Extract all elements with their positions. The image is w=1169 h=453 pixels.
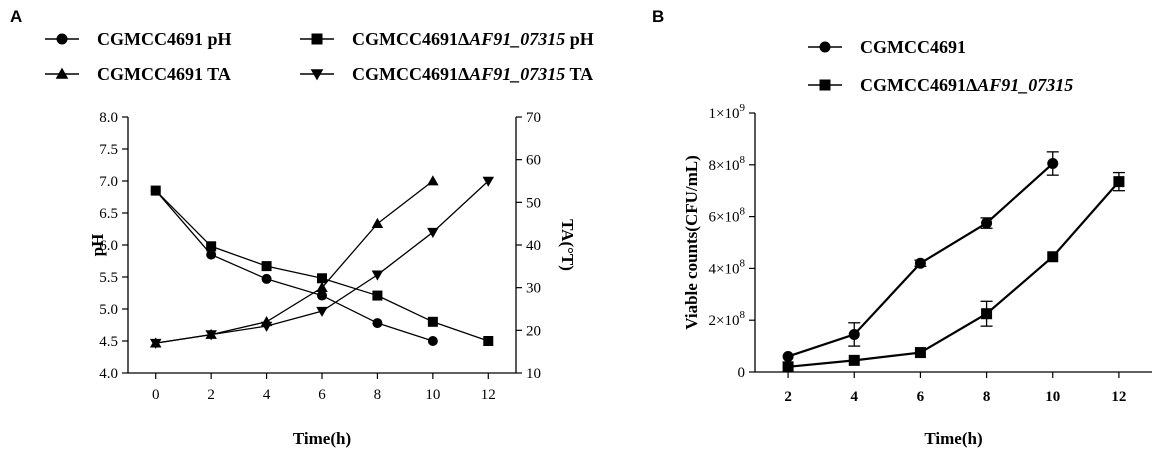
y-tick-label-a: 5.5 (99, 270, 118, 286)
y-tick-label-a: 4.5 (99, 334, 118, 350)
point-b-0 (782, 350, 794, 362)
legend-marker-a-3 (310, 69, 324, 81)
point-a-3 (427, 227, 439, 238)
series-line-a-3 (155, 180, 489, 344)
x-tick-label-b: 8 (983, 389, 991, 405)
point-a-1 (261, 261, 272, 272)
y-tick-label-a: 8.0 (99, 110, 118, 126)
point-b-0 (848, 328, 860, 340)
y2-tick-label-a: 50 (526, 195, 541, 211)
point-a-0 (372, 318, 383, 329)
y-tick-label-a: 7.5 (99, 142, 118, 158)
point-a-1 (206, 241, 217, 252)
legend-marker-a-1 (311, 33, 323, 45)
y-tick-label-a: 6.5 (99, 206, 118, 222)
legend-label-a-1: CGMCC4691ΔAF91_07315 pH (352, 29, 594, 49)
point-a-3 (149, 338, 162, 349)
y2-tick-label-a: 20 (526, 323, 541, 339)
point-a-2 (427, 175, 439, 186)
legend-label-b-1: CGMCC4691ΔAF91_07315 (860, 75, 1073, 95)
x-tick-label-a: 4 (263, 387, 271, 403)
point-a-3 (482, 176, 495, 187)
y-tick-label-b: 4×108 (709, 257, 746, 277)
y-tick-label-a: 4.0 (99, 366, 118, 382)
point-a-1 (427, 316, 438, 327)
legend-label-a-2: CGMCC4691 TA (97, 64, 231, 84)
y-tick-label-a: 5.0 (99, 302, 118, 318)
y2-tick-label-a: 30 (526, 281, 541, 297)
legend-marker-a-2 (55, 67, 69, 79)
point-a-0 (427, 336, 438, 346)
point-a-3 (205, 330, 217, 341)
legend-marker-b-0 (819, 41, 831, 53)
y-tick-label-b: 1×109 (709, 102, 746, 122)
x-tick-label-a: 6 (318, 387, 326, 403)
point-b-1 (1047, 251, 1059, 263)
y-axis-title-a: pH (88, 234, 107, 257)
point-b-1 (914, 347, 926, 359)
point-b-1 (981, 308, 993, 320)
x-tick-label-b: 2 (784, 389, 792, 405)
y2-axis-title-a: TA(°T) (558, 219, 577, 271)
point-b-1 (848, 354, 860, 366)
point-b-1 (782, 361, 794, 373)
x-tick-label-a: 10 (425, 387, 440, 403)
series-line-a-1 (155, 190, 489, 342)
point-a-1 (483, 336, 494, 346)
y-axis-title-b: Viable counts(CFU/mL) (682, 155, 701, 330)
legend-label-a-0: CGMCC4691 pH (97, 29, 232, 49)
x-tick-label-b: 4 (851, 389, 859, 405)
y2-tick-label-a: 40 (526, 238, 541, 254)
x-tick-label-a: 0 (152, 387, 160, 403)
point-a-0 (206, 249, 217, 260)
panel-a-letter: A (10, 7, 22, 26)
point-a-2 (371, 217, 384, 228)
point-a-1 (372, 290, 383, 301)
x-tick-label-a: 2 (207, 387, 215, 403)
x-tick-label-b: 12 (1111, 389, 1126, 405)
point-a-1 (150, 185, 161, 196)
point-b-0 (914, 257, 926, 269)
y2-tick-label-a: 10 (526, 366, 541, 382)
x-tick-label-b: 10 (1045, 389, 1060, 405)
point-a-0 (261, 273, 272, 284)
legend-label-a-3: CGMCC4691ΔAF91_07315 TA (352, 64, 593, 84)
y-tick-label-b: 8×108 (709, 154, 746, 174)
series-line-a-0 (155, 190, 434, 342)
y-tick-label-a: 7.0 (99, 174, 118, 190)
point-a-3 (371, 270, 384, 281)
chart-a: 4.04.55.05.56.06.57.07.58.01020304050607… (45, 29, 594, 448)
point-b-0 (981, 217, 993, 229)
panel-b-letter: B (652, 7, 664, 26)
legend-label-b-0: CGMCC4691 (860, 37, 966, 57)
x-tick-label-a: 12 (481, 387, 496, 403)
y-tick-label-b: 0 (738, 365, 746, 381)
point-a-3 (260, 321, 273, 332)
point-a-2 (316, 281, 328, 292)
series-line-b-1 (787, 180, 1120, 368)
y-tick-label-b: 6×108 (709, 206, 746, 226)
chart-b: 0 2×108 4×108 6×108 8×108 1×109 2 4 6 8 10 12 Time(h… (682, 37, 1152, 448)
point-b-1 (1113, 176, 1125, 188)
x-tick-label-b: 6 (917, 389, 925, 405)
legend-marker-b-1 (819, 79, 831, 91)
y2-tick-label-a: 60 (526, 153, 541, 169)
y-tick-label-a: 6.0 (99, 238, 118, 254)
point-a-0 (317, 290, 327, 301)
y2-tick-label-a: 70 (526, 110, 541, 126)
point-a-3 (316, 306, 328, 317)
x-tick-label-a: 8 (374, 387, 382, 403)
x-axis-title-a: Time(h) (293, 429, 351, 448)
legend-marker-a-0 (56, 33, 68, 45)
y-tick-label-b: 2×108 (709, 309, 746, 329)
x-axis-title-b: Time(h) (924, 429, 982, 448)
point-b-0 (1047, 158, 1059, 170)
point-a-1 (317, 273, 327, 284)
